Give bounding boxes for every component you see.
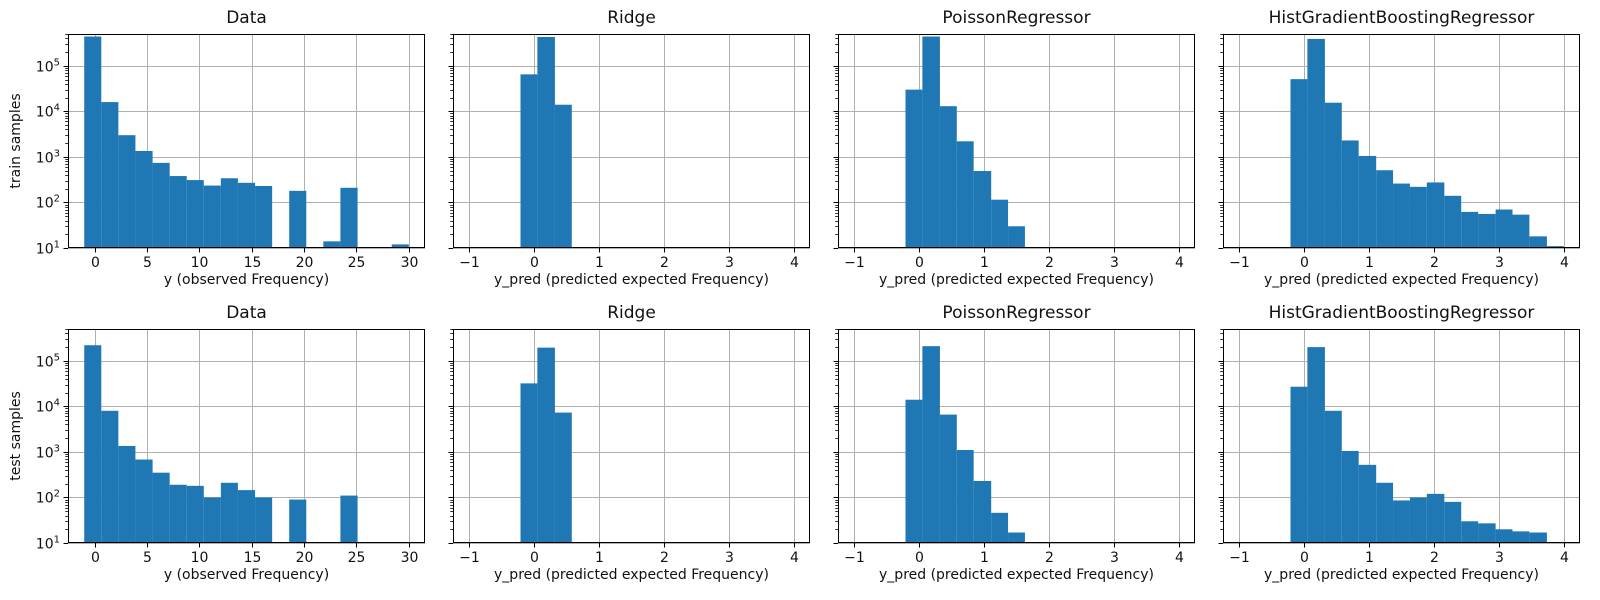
- y-axis-label: test samples: [8, 391, 24, 481]
- plot-area: −1 0 1 2 3 4: [833, 34, 1195, 271]
- svg-text:25: 25: [348, 255, 366, 271]
- plot-title: PoissonRegressor: [942, 303, 1091, 323]
- plot-title: HistGradientBoostingRegressor: [1268, 8, 1535, 28]
- svg-text:2: 2: [1045, 255, 1054, 271]
- svg-text:20: 20: [296, 550, 314, 566]
- subplot-test-poissonregressor: PoissonRegressor −1 0 1 2 3 4 y_pred (predict…: [833, 303, 1195, 583]
- svg-text:104: 104: [36, 398, 60, 416]
- x-axis-label: y_pred (predicted expected Frequency): [879, 567, 1154, 583]
- svg-text:−1: −1: [844, 255, 865, 271]
- svg-text:1: 1: [980, 550, 989, 566]
- svg-text:−1: −1: [459, 255, 480, 271]
- svg-text:4: 4: [1560, 255, 1569, 271]
- svg-text:1: 1: [1365, 550, 1374, 566]
- svg-text:3: 3: [1495, 255, 1504, 271]
- plot-title: Ridge: [607, 303, 656, 323]
- svg-text:0: 0: [1300, 255, 1309, 271]
- svg-text:2: 2: [660, 255, 669, 271]
- svg-text:104: 104: [36, 103, 60, 121]
- svg-text:1: 1: [595, 550, 604, 566]
- svg-text:−1: −1: [1229, 550, 1250, 566]
- svg-text:2: 2: [1430, 255, 1439, 271]
- svg-text:15: 15: [244, 550, 262, 566]
- svg-text:103: 103: [36, 444, 60, 462]
- subplot-test-histgradientboostingregressor: HistGradientBoostingRegressor −1 0 1 2 3 4 y_…: [1218, 303, 1580, 583]
- plot-area: −1 0 1 2 3 4: [1218, 329, 1580, 566]
- subplot-train-poissonregressor: PoissonRegressor −1 0 1 2 3 4 y_pred (predict…: [833, 8, 1195, 288]
- svg-text:103: 103: [36, 149, 60, 167]
- svg-text:0: 0: [530, 550, 539, 566]
- plot-area: −1 0 1 2 3 4: [833, 329, 1195, 566]
- subplot-train-ridge: Ridge −1 0 1 2 3 4 y_pred (predicted expected…: [448, 8, 810, 288]
- svg-text:1: 1: [980, 255, 989, 271]
- svg-text:0: 0: [91, 550, 100, 566]
- svg-text:4: 4: [1560, 550, 1569, 566]
- svg-text:20: 20: [296, 255, 314, 271]
- svg-text:102: 102: [36, 489, 60, 507]
- svg-text:3: 3: [1110, 255, 1119, 271]
- svg-text:105: 105: [36, 58, 60, 76]
- y-axis-label: train samples: [8, 93, 24, 189]
- svg-text:2: 2: [660, 550, 669, 566]
- svg-text:−1: −1: [844, 550, 865, 566]
- plot-title: PoissonRegressor: [942, 8, 1091, 28]
- subplot-train-data: Data train samples 0 5 10 15 20 25 30 101 102 103…: [8, 8, 425, 288]
- x-axis-label: y_pred (predicted expected Frequency): [1264, 272, 1539, 288]
- svg-text:3: 3: [1110, 550, 1119, 566]
- subplot-train-histgradientboostingregressor: HistGradientBoostingRegressor −1 0 1 2 3 4 y_…: [1218, 8, 1580, 288]
- svg-text:0: 0: [530, 255, 539, 271]
- svg-text:4: 4: [790, 255, 799, 271]
- subplot-test-ridge: Ridge −1 0 1 2 3 4 y_pred (predicted expected…: [448, 303, 810, 583]
- svg-text:5: 5: [143, 255, 152, 271]
- x-axis-label: y_pred (predicted expected Frequency): [879, 272, 1154, 288]
- svg-text:2: 2: [1045, 550, 1054, 566]
- svg-text:4: 4: [1175, 255, 1184, 271]
- svg-text:3: 3: [725, 255, 734, 271]
- plot-area: −1 0 1 2 3 4: [448, 329, 810, 566]
- plot-title: Ridge: [607, 8, 656, 28]
- svg-text:3: 3: [725, 550, 734, 566]
- svg-text:101: 101: [36, 535, 60, 553]
- svg-text:0: 0: [915, 255, 924, 271]
- svg-text:5: 5: [143, 550, 152, 566]
- plot-title: Data: [226, 8, 267, 28]
- subplot-test-data: Data test samples 0 5 10 15 20 25 30 101 102 103 1…: [8, 303, 425, 583]
- svg-text:25: 25: [348, 550, 366, 566]
- svg-text:4: 4: [790, 550, 799, 566]
- plot-title: HistGradientBoostingRegressor: [1268, 303, 1535, 323]
- svg-text:2: 2: [1430, 550, 1439, 566]
- x-axis-label: y_pred (predicted expected Frequency): [494, 567, 769, 583]
- svg-text:−1: −1: [459, 550, 480, 566]
- plot-area: 0 5 10 15 20 25 30 101 102 103 104 105: [36, 34, 425, 271]
- svg-text:10: 10: [191, 550, 209, 566]
- plot-title: Data: [226, 303, 267, 323]
- svg-text:105: 105: [36, 353, 60, 371]
- plot-area: −1 0 1 2 3 4: [448, 34, 810, 271]
- svg-text:−1: −1: [1229, 255, 1250, 271]
- svg-text:15: 15: [244, 255, 262, 271]
- svg-text:10: 10: [191, 255, 209, 271]
- svg-text:0: 0: [915, 550, 924, 566]
- svg-text:30: 30: [401, 550, 419, 566]
- svg-text:1: 1: [595, 255, 604, 271]
- x-axis-label: y_pred (predicted expected Frequency): [494, 272, 769, 288]
- svg-text:1: 1: [1365, 255, 1374, 271]
- svg-text:0: 0: [1300, 550, 1309, 566]
- svg-text:101: 101: [36, 240, 60, 258]
- svg-text:102: 102: [36, 194, 60, 212]
- x-axis-label: y_pred (predicted expected Frequency): [1264, 567, 1539, 583]
- svg-text:4: 4: [1175, 550, 1184, 566]
- plot-area: 0 5 10 15 20 25 30 101 102 103 104 105: [36, 329, 425, 566]
- svg-text:3: 3: [1495, 550, 1504, 566]
- svg-text:0: 0: [91, 255, 100, 271]
- svg-text:30: 30: [401, 255, 419, 271]
- x-axis-label: y (observed Frequency): [163, 272, 330, 288]
- x-axis-label: y (observed Frequency): [163, 567, 330, 583]
- plot-area: −1 0 1 2 3 4: [1218, 34, 1580, 271]
